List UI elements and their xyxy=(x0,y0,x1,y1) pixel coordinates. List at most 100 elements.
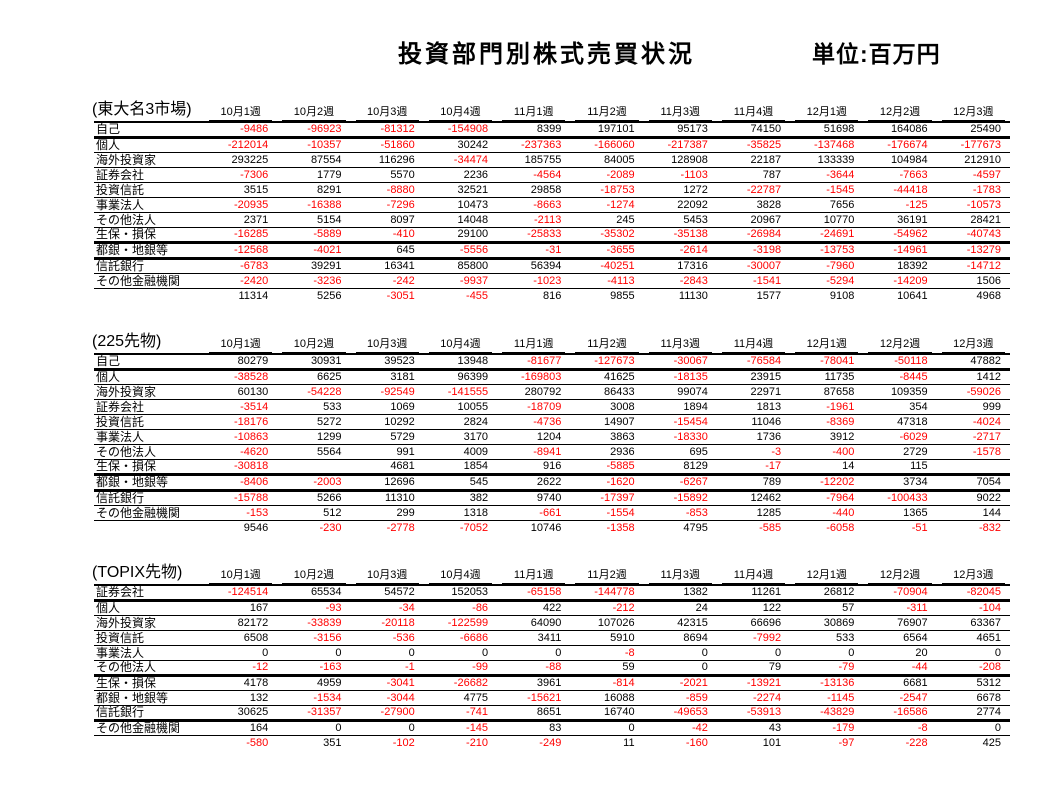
cell-value: -34474 xyxy=(423,152,498,168)
cell-value: 5910 xyxy=(570,630,644,646)
cell-value: -741 xyxy=(423,705,498,722)
row-label: その他金融機関 xyxy=(94,720,204,736)
cell-value: -5556 xyxy=(423,242,498,260)
cell-value: -1578 xyxy=(936,444,1010,460)
cell-value: 2236 xyxy=(423,167,498,183)
cell-value: 2824 xyxy=(423,414,498,430)
cell-value: -2113 xyxy=(497,212,571,228)
cell-value: 95173 xyxy=(643,121,717,139)
cell-value: 245 xyxy=(570,212,644,228)
cell-value: -96923 xyxy=(277,121,351,139)
cell-value: 47882 xyxy=(936,353,1010,371)
cell-value: 107026 xyxy=(570,615,644,631)
cell-value: 18392 xyxy=(863,258,937,274)
cell-value: 12696 xyxy=(350,474,424,492)
cell-value: 9022 xyxy=(936,490,1010,506)
cell-value: -7992 xyxy=(716,630,791,646)
cell-value: 80279 xyxy=(204,353,278,371)
total-cell-value: 4795 xyxy=(683,521,708,534)
row-label: 海外投資家 xyxy=(94,384,204,400)
row-label: 都銀・地銀等 xyxy=(94,690,204,706)
cell-value: -7306 xyxy=(204,167,278,183)
cell-value: 789 xyxy=(716,474,791,492)
cell-value: -5294 xyxy=(790,273,864,289)
cell-value: -59026 xyxy=(936,384,1010,400)
cell-value: 5154 xyxy=(277,212,351,228)
row-label: その他法人 xyxy=(94,444,204,460)
cell-value: 5312 xyxy=(936,675,1010,691)
cell-value: 39291 xyxy=(277,258,351,274)
cell-value: -50118 xyxy=(863,353,937,371)
table-row: 投資信託 3515 8291 -8880 32521 29858 -18753 1272 -22… xyxy=(94,182,1010,198)
cell-value xyxy=(936,459,1010,476)
cell-value: 4009 xyxy=(423,444,498,460)
cell-value xyxy=(277,459,351,476)
table-row: 海外投資家 293225 87554 116296 -34474 185755 84005 1… xyxy=(94,152,1010,168)
cell-value: 6681 xyxy=(863,675,937,691)
cell-value: -1274 xyxy=(570,197,644,213)
cell-value: 87658 xyxy=(790,384,864,400)
cell-value: -12 xyxy=(204,660,278,677)
cell-value: -53913 xyxy=(716,705,791,722)
cell-value: -14209 xyxy=(863,273,937,289)
row-label: 投資信託 xyxy=(94,630,204,646)
cell-value: -14712 xyxy=(936,258,1010,274)
cell-value: -6029 xyxy=(863,429,937,445)
cell-value: 1813 xyxy=(716,399,791,415)
cell-value: 3828 xyxy=(716,197,791,213)
week-column-label: 11月1週 xyxy=(502,103,566,121)
cell-value: 115 xyxy=(863,459,937,476)
week-column-header: 10月2週 xyxy=(277,103,350,122)
cell-value: 14048 xyxy=(423,212,498,228)
week-column-label: 12月2週 xyxy=(868,335,932,353)
cell-value: 8097 xyxy=(350,212,424,228)
row-label: その他金融機関 xyxy=(94,273,204,289)
cell-value: -7960 xyxy=(790,258,864,274)
cell-value: 1365 xyxy=(863,505,937,521)
cell-value: -2274 xyxy=(716,690,791,706)
total-cell-value: 816 xyxy=(542,289,562,302)
table-row: その他金融機関 164 0 0 -145 83 0 -42 43 -179 -8 0 xyxy=(94,720,1010,736)
row-label: 事業法人 xyxy=(94,197,204,213)
cell-value: 16740 xyxy=(570,705,644,722)
cell-value: -79 xyxy=(790,660,864,677)
cell-value: -2089 xyxy=(570,167,644,183)
cell-value: 167 xyxy=(204,600,278,616)
cell-value: 10770 xyxy=(790,212,864,228)
week-column-header: 12月1週 xyxy=(790,566,863,585)
cell-value: 4681 xyxy=(350,459,424,476)
cell-value: 41625 xyxy=(570,369,644,385)
cell-value: -2021 xyxy=(643,675,717,691)
cell-value: 8291 xyxy=(277,182,351,198)
cell-value: 0 xyxy=(643,660,717,677)
cell-value: 57 xyxy=(790,600,864,616)
cell-value: -20118 xyxy=(350,615,424,631)
week-column-header: 10月2週 xyxy=(277,566,350,585)
cell-value: -15454 xyxy=(643,414,717,430)
cell-value: 30242 xyxy=(423,137,498,153)
cell-value: 0 xyxy=(497,645,571,661)
cell-value: 5570 xyxy=(350,167,424,183)
cell-value: 999 xyxy=(936,399,1010,415)
cell-value: 1272 xyxy=(643,182,717,198)
week-column-label: 11月3週 xyxy=(648,103,712,121)
cell-value: -853 xyxy=(643,505,717,521)
cell-value: -15788 xyxy=(204,490,278,506)
cell-value: 104984 xyxy=(863,152,937,168)
cell-value: -3 xyxy=(716,444,791,460)
cell-value: 99074 xyxy=(643,384,717,400)
cell-value: -30818 xyxy=(204,459,278,476)
table-row: その他金融機関 -153 512 299 1318 -661 -1554 -853 1285 -4… xyxy=(94,505,1010,521)
cell-value: -1 xyxy=(350,660,424,677)
cell-value: 5272 xyxy=(277,414,351,430)
cell-value: -153 xyxy=(204,505,278,521)
cell-value: 132 xyxy=(204,690,278,706)
week-column-header: 12月3週 xyxy=(937,103,1010,122)
week-column-label: 11月1週 xyxy=(502,335,566,353)
cell-value: 212910 xyxy=(936,152,1010,168)
cell-value: -31 xyxy=(497,242,571,260)
cell-value: 0 xyxy=(350,720,424,736)
cell-value: 5453 xyxy=(643,212,717,228)
cell-value: -44418 xyxy=(863,182,937,198)
row-label: 証券会社 xyxy=(94,167,204,183)
